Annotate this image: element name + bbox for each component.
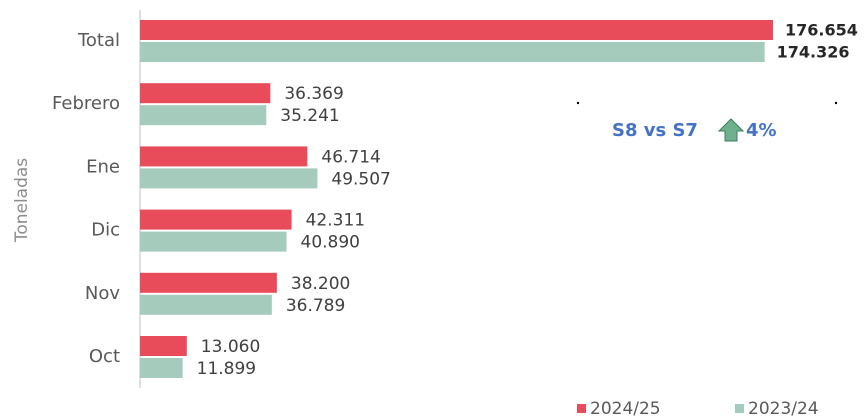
bar bbox=[140, 231, 287, 252]
value-label: 46.714 bbox=[321, 147, 380, 167]
value-label: 11.899 bbox=[197, 359, 256, 379]
annotation-text: S8 vs S7 bbox=[612, 120, 698, 141]
bar bbox=[140, 209, 292, 230]
y-axis-label: Toneladas bbox=[12, 158, 32, 243]
y-tick-label: Ene bbox=[86, 156, 120, 177]
y-tick-label: Febrero bbox=[52, 93, 120, 114]
value-label: 40.890 bbox=[301, 233, 360, 253]
bar bbox=[140, 42, 765, 62]
legend-label: 2024/25 bbox=[590, 399, 661, 419]
dot bbox=[576, 101, 580, 105]
y-tick-label: Nov bbox=[85, 283, 120, 304]
value-label: 36.369 bbox=[284, 84, 343, 104]
bar bbox=[140, 358, 183, 378]
value-label: 13.060 bbox=[201, 337, 260, 357]
y-tick-label: Dic bbox=[91, 220, 120, 241]
value-label: 174.326 bbox=[777, 43, 850, 62]
legend-swatch bbox=[577, 404, 586, 413]
legend-swatch bbox=[735, 404, 744, 413]
value-label: 35.241 bbox=[280, 106, 339, 126]
bar bbox=[140, 83, 271, 104]
value-label: 49.507 bbox=[331, 169, 390, 189]
legend-label: 2023/24 bbox=[748, 399, 819, 419]
value-label: 38.200 bbox=[291, 274, 350, 294]
bar bbox=[140, 20, 773, 40]
bar bbox=[140, 272, 277, 293]
bar bbox=[140, 294, 272, 315]
bar bbox=[140, 336, 187, 356]
bar bbox=[140, 168, 318, 189]
annotation-change: 4% bbox=[746, 120, 777, 141]
value-label: 36.789 bbox=[286, 296, 345, 316]
bar bbox=[140, 146, 308, 167]
dot bbox=[834, 101, 838, 105]
bar bbox=[140, 105, 267, 126]
up-arrow bbox=[717, 118, 745, 142]
value-label: 176.654 bbox=[785, 21, 858, 40]
y-tick-label: Total bbox=[77, 30, 120, 51]
value-label: 42.311 bbox=[306, 211, 365, 231]
y-tick-label: Oct bbox=[89, 346, 120, 367]
